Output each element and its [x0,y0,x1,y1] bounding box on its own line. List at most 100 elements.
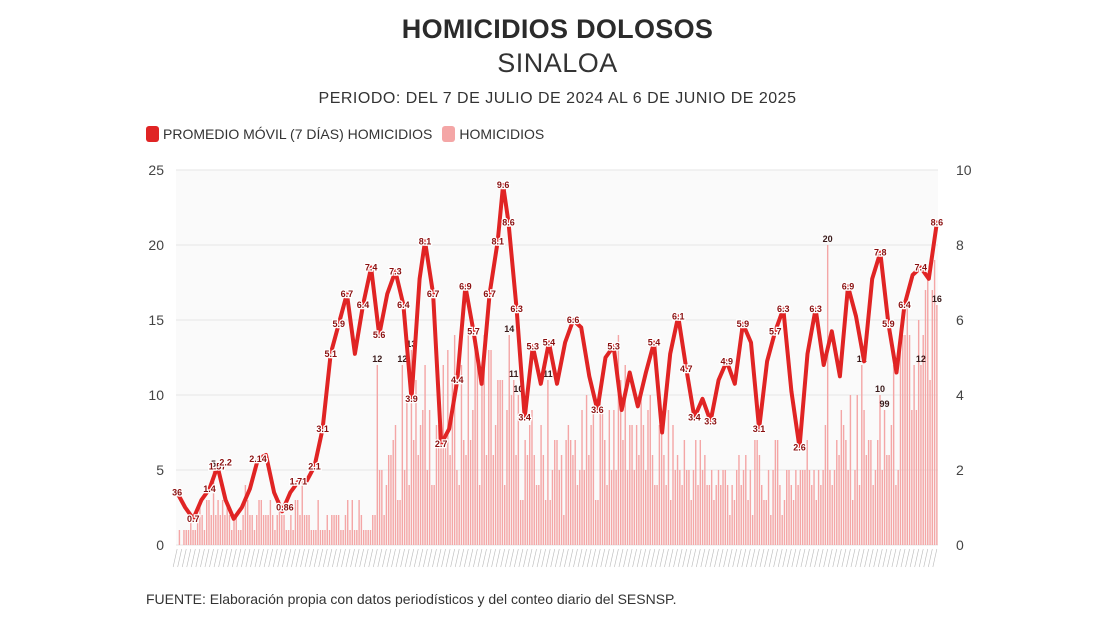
x-date-tick [696,548,701,568]
homicide-bar [294,500,297,545]
x-date-tick [591,548,596,568]
homicide-bar [610,470,613,545]
x-date-tick [618,548,624,568]
x-date-tick [891,548,897,568]
homicide-bar [583,470,586,545]
homicide-bar [349,530,351,545]
x-date-tick [564,548,569,568]
homicide-bar [622,440,624,545]
x-date-tick [445,548,451,568]
homicide-bar [763,500,765,545]
homicide-bar [631,425,633,545]
homicide-bar [804,470,806,545]
homicide-bar [906,305,908,545]
homicide-bar [738,455,740,545]
moving-average-value-label: 0.7 [187,514,200,524]
homicide-bar [826,245,829,545]
homicide-bar [838,455,840,545]
homicide-bar [412,440,415,545]
left-tick-label: 20 [148,237,164,253]
homicide-bar [856,395,858,545]
homicide-bar [647,410,649,545]
x-date-tick [363,548,369,568]
homicide-bar [417,455,419,545]
homicide-bar [745,455,747,545]
left-tick-label: 10 [148,387,164,403]
homicide-bar [817,470,820,545]
homicide-bar [215,515,217,545]
homicide-bar [292,530,294,545]
bar-value-label: 20 [823,234,833,244]
homicide-bar [465,455,467,545]
homicide-bar [879,395,881,545]
homicide-bar [588,455,590,545]
x-date-tick [568,548,574,568]
moving-average-value-label: 2.7 [435,439,448,449]
x-date-tick [491,548,496,568]
x-date-tick [873,548,879,568]
homicide-bar [604,440,606,545]
homicide-bar [645,470,647,545]
x-date-tick [659,548,665,568]
homicide-bar [517,395,520,545]
homicide-bar [660,425,663,545]
homicide-bar [467,335,469,545]
homicide-bar [522,500,524,545]
homicide-bar [237,530,240,545]
homicide-bar [497,380,499,545]
homicide-bar [699,440,702,545]
homicide-bar [322,530,324,545]
x-date-tick [477,548,483,568]
bar-value-label: 16 [932,294,942,304]
homicide-bar [528,425,531,545]
homicide-bar [881,470,883,545]
x-date-tick [432,548,437,568]
moving-average-value-label: 3.6 [591,405,604,415]
homicide-bar [488,350,490,545]
homicide-bar [801,470,804,545]
x-date-tick [764,548,769,568]
homicide-bar [408,485,410,545]
homicide-bar [701,470,704,545]
x-date-tick [700,548,706,568]
x-date-tick [495,548,501,568]
homicide-bar [581,410,583,545]
chart-title: HOMICIDIOS DOLOSOS [401,14,714,44]
x-date-tick [855,548,860,568]
right-tick-label: 4 [956,387,964,403]
moving-average-value-label: 5.1 [324,349,337,359]
homicide-bar [915,410,918,545]
homicide-bar [533,455,535,545]
homicide-bar [795,470,797,545]
x-date-tick [545,548,551,568]
homicide-bar [563,515,565,545]
homicide-bar [679,470,681,545]
homicide-bar [397,500,399,545]
chart-subtitle: SINALOA [497,48,618,78]
x-date-tick [463,548,469,568]
source-note: FUENTE: Elaboración propia con datos per… [146,591,677,607]
homicide-bar [633,470,636,545]
x-date-tick [582,548,587,568]
x-date-tick [623,548,628,568]
homicide-bar [851,500,854,545]
homicide-bar [579,470,581,545]
x-date-tick [227,548,233,568]
x-date-tick [673,548,678,568]
x-date-tick [259,548,264,568]
homicide-bar [472,410,474,545]
x-date-tick [850,548,856,568]
homicide-bar [240,530,242,545]
homicide-bar [478,485,481,545]
x-date-tick [864,548,869,568]
homicide-bar [296,500,299,545]
x-date-tick [436,548,442,568]
homicide-bar [790,485,792,545]
homicide-bar [358,500,360,545]
x-date-tick [536,548,542,568]
homicide-bar [617,335,620,545]
x-date-tick [300,548,305,568]
homicide-bar [774,440,777,545]
moving-average-value-label: 7.4 [914,263,927,273]
